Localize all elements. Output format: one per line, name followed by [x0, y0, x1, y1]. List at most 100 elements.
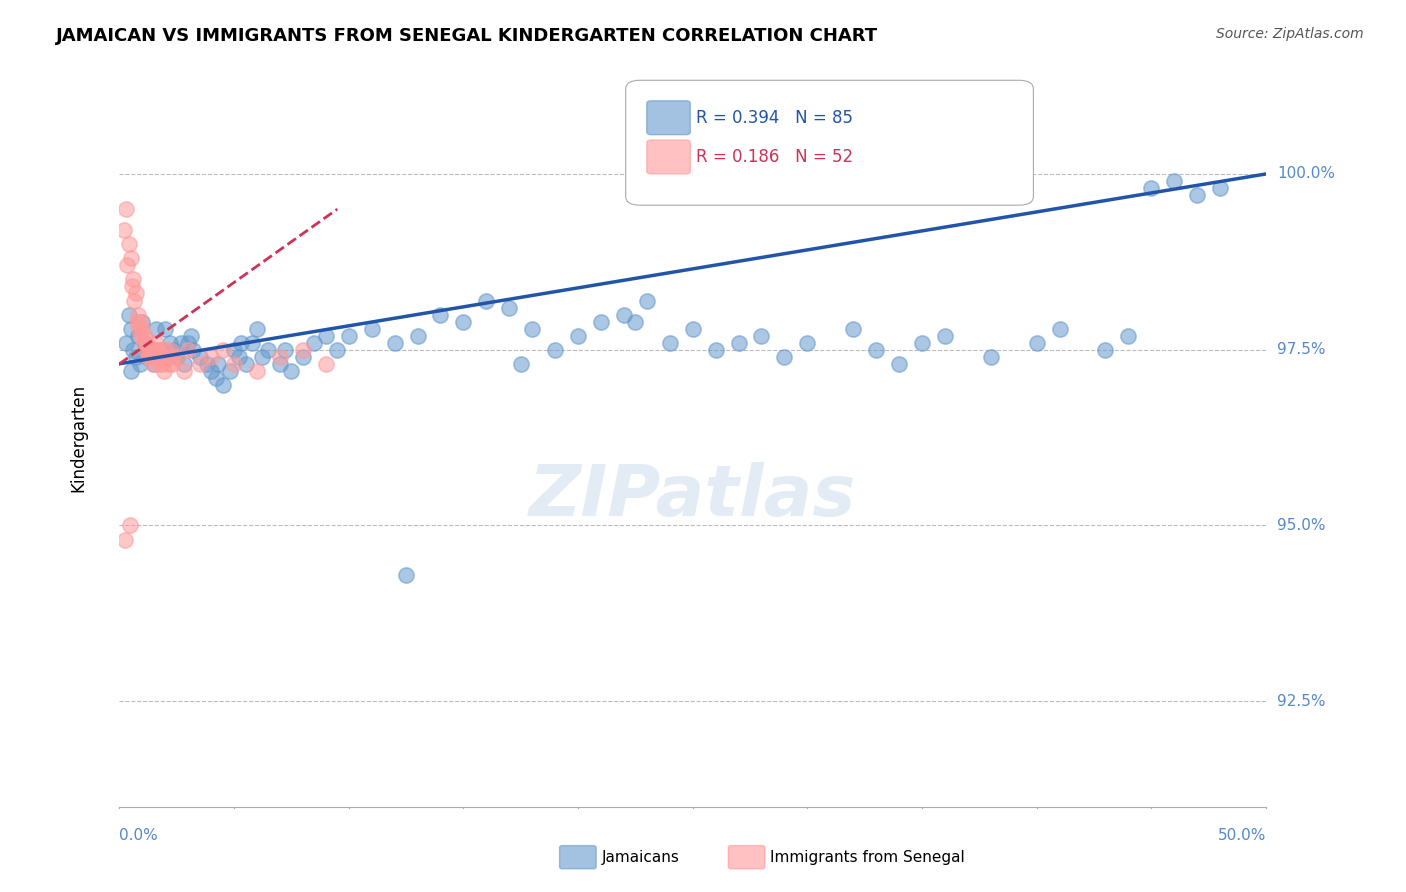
Point — [1185, 188, 1208, 202]
Point — [156, 350, 179, 364]
Point — [122, 343, 145, 357]
Point — [1140, 181, 1163, 195]
Point — [269, 350, 291, 364]
Point — [129, 328, 152, 343]
Point — [1116, 328, 1139, 343]
Point — [159, 335, 181, 350]
Point — [360, 321, 382, 335]
Text: 100.0%: 100.0% — [1277, 167, 1336, 181]
Point — [727, 335, 749, 350]
Point — [131, 321, 153, 335]
Point — [636, 293, 658, 308]
Point — [173, 357, 195, 371]
Point — [135, 343, 157, 357]
Point — [326, 343, 349, 357]
Point — [124, 350, 146, 364]
Point — [153, 364, 176, 378]
Point — [150, 350, 173, 364]
Point — [188, 357, 211, 371]
Text: Immigrants from Senegal: Immigrants from Senegal — [770, 850, 966, 864]
Point — [115, 202, 138, 216]
Point — [224, 357, 246, 371]
Point — [136, 350, 159, 364]
Point — [773, 350, 796, 364]
Point — [613, 308, 636, 322]
Point — [207, 357, 229, 371]
Point — [138, 343, 160, 357]
Point — [337, 328, 360, 343]
Point — [200, 350, 222, 364]
Point — [429, 308, 451, 322]
Point — [177, 335, 200, 350]
Point — [1025, 335, 1047, 350]
Point — [112, 223, 135, 237]
Point — [704, 343, 727, 357]
Point — [842, 321, 865, 335]
Point — [911, 335, 934, 350]
Point — [250, 350, 273, 364]
Point — [163, 343, 186, 357]
Text: ZIPatlas: ZIPatlas — [529, 462, 856, 531]
Point — [658, 335, 681, 350]
Point — [291, 350, 314, 364]
Point — [143, 350, 166, 364]
Point — [235, 357, 257, 371]
Point — [200, 364, 222, 378]
Point — [132, 335, 155, 350]
Text: Jamaicans: Jamaicans — [602, 850, 679, 864]
Text: 50.0%: 50.0% — [1218, 828, 1265, 843]
Text: R = 0.394   N = 85: R = 0.394 N = 85 — [696, 109, 853, 127]
Point — [173, 364, 195, 378]
Point — [118, 518, 141, 533]
Point — [148, 343, 170, 357]
Point — [291, 343, 314, 357]
Point — [453, 315, 475, 329]
Point — [315, 328, 337, 343]
Point — [257, 343, 280, 357]
Point — [195, 357, 218, 371]
Point — [121, 279, 143, 293]
Point — [155, 343, 177, 357]
Point — [246, 321, 269, 335]
Point — [162, 350, 184, 364]
Point — [142, 343, 165, 357]
Point — [149, 343, 172, 357]
Point — [160, 357, 183, 371]
Point — [146, 343, 169, 357]
Point — [475, 293, 498, 308]
Point — [180, 328, 202, 343]
Point — [131, 315, 153, 329]
Point — [682, 321, 704, 335]
Point — [188, 350, 211, 364]
Point — [567, 328, 589, 343]
Point — [155, 321, 177, 335]
Point — [142, 357, 165, 371]
Point — [796, 335, 818, 350]
Point — [122, 272, 145, 286]
Point — [145, 335, 167, 350]
Point — [129, 357, 152, 371]
Point — [218, 364, 240, 378]
Point — [127, 308, 149, 322]
Text: 95.0%: 95.0% — [1277, 518, 1326, 533]
Point — [159, 343, 181, 357]
Point — [544, 343, 567, 357]
Point — [395, 567, 418, 582]
Point — [120, 321, 142, 335]
Point — [114, 533, 136, 547]
Point — [145, 321, 167, 335]
Point — [142, 357, 165, 371]
Text: Kindergarten: Kindergarten — [69, 384, 87, 491]
Point — [141, 350, 163, 364]
Point — [1049, 321, 1071, 335]
Point — [406, 328, 429, 343]
Text: R = 0.186   N = 52: R = 0.186 N = 52 — [696, 148, 853, 166]
Point — [751, 328, 773, 343]
Point — [117, 258, 139, 272]
Point — [136, 350, 159, 364]
Point — [166, 350, 188, 364]
Point — [117, 308, 139, 322]
Point — [280, 364, 302, 378]
Point — [242, 335, 264, 350]
Point — [117, 237, 139, 252]
